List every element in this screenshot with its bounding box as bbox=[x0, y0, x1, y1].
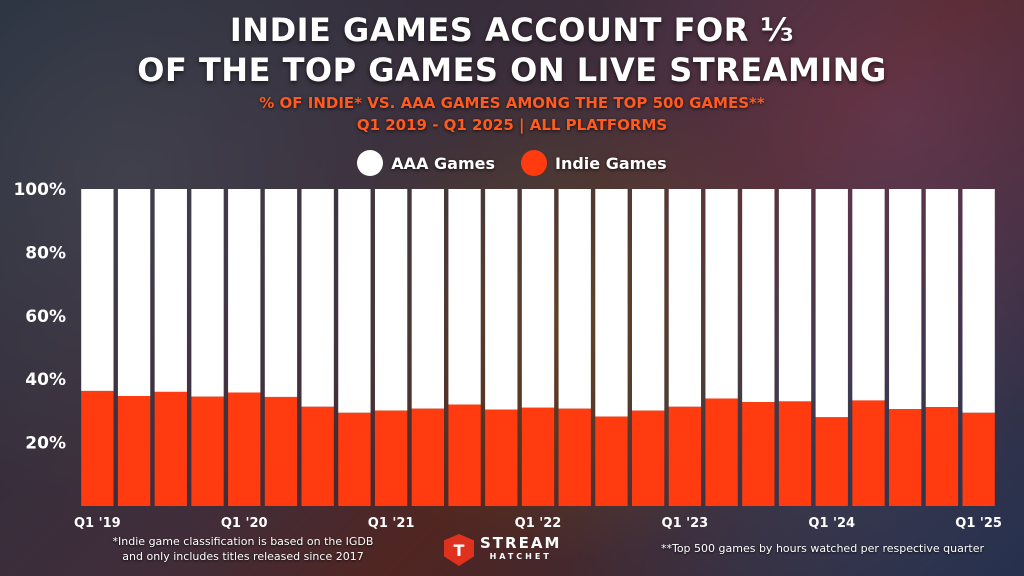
bar-indie-13 bbox=[558, 408, 591, 506]
bar-indie-22 bbox=[889, 408, 922, 506]
footnote-right: **Top 500 games by hours watched per res… bbox=[660, 542, 984, 555]
x-tick-label-24: Q1 '25 bbox=[955, 516, 1002, 531]
bar-indie-8 bbox=[374, 410, 408, 506]
footnote-left-line-1: *Indie game classification is based on t… bbox=[112, 535, 374, 548]
title-line-2: OF THE TOP GAMES ON LIVE STREAMING bbox=[137, 51, 887, 89]
bar-indie-0 bbox=[81, 390, 114, 506]
bar-aaa-4 bbox=[228, 189, 261, 393]
bar-aaa-9 bbox=[411, 189, 444, 409]
bar-indie-18 bbox=[742, 402, 775, 506]
legend-item-aaa: AAA Games bbox=[357, 150, 495, 176]
y-tick-label-1: 40% bbox=[25, 370, 66, 390]
x-tick-label-4: Q1 '20 bbox=[221, 516, 268, 531]
bar-aaa-6 bbox=[301, 189, 334, 407]
footnote-left-line-2: and only includes titles released since … bbox=[122, 550, 364, 563]
bar-aaa-16 bbox=[668, 189, 702, 407]
subtitle-line-2: Q1 2019 - Q1 2025 | ALL PLATFORMS bbox=[356, 116, 668, 134]
bar-indie-11 bbox=[485, 409, 518, 506]
legend-item-indie: Indie Games bbox=[521, 150, 667, 176]
bar-indie-14 bbox=[595, 416, 628, 506]
bar-indie-4 bbox=[228, 392, 261, 506]
legend-swatch-aaa bbox=[357, 150, 384, 176]
bar-indie-6 bbox=[301, 406, 334, 506]
chart-title: INDIE GAMES ACCOUNT FOR ⅓ OF THE TOP GAM… bbox=[0, 10, 1024, 90]
bar-indie-23 bbox=[925, 407, 959, 506]
bar-aaa-21 bbox=[852, 189, 885, 401]
y-tick-label-0: 20% bbox=[25, 434, 66, 454]
logo-text: STREAM HATCHET bbox=[480, 536, 561, 564]
bar-indie-17 bbox=[705, 398, 738, 506]
bar-indie-9 bbox=[411, 408, 444, 506]
bar-aaa-24 bbox=[962, 189, 995, 413]
bar-aaa-1 bbox=[117, 189, 151, 397]
subtitle-line-1: % OF INDIE* VS. AAA GAMES AMONG THE TOP … bbox=[259, 94, 765, 112]
bar-aaa-7 bbox=[338, 189, 371, 413]
legend-label-aaa: AAA Games bbox=[391, 153, 495, 173]
legend: AAA Games Indie Games bbox=[0, 150, 1024, 176]
x-tick-label-0: Q1 '19 bbox=[74, 516, 121, 531]
x-tick-label-16: Q1 '23 bbox=[662, 516, 709, 531]
bar-aaa-15 bbox=[632, 189, 665, 411]
bar-indie-2 bbox=[154, 391, 187, 506]
bar-indie-10 bbox=[448, 404, 481, 506]
bar-aaa-12 bbox=[521, 189, 555, 408]
y-tick-label-2: 60% bbox=[25, 307, 66, 327]
logo-badge-letter: T bbox=[453, 540, 465, 560]
stream-hatchet-logo: T STREAM HATCHET bbox=[444, 534, 561, 566]
x-tick-label-20: Q1 '24 bbox=[808, 516, 855, 531]
x-tick-label-8: Q1 '21 bbox=[368, 516, 415, 531]
bar-aaa-18 bbox=[742, 189, 775, 403]
y-tick-label-4: 100% bbox=[13, 180, 66, 200]
bar-aaa-20 bbox=[815, 189, 848, 418]
logo-text-sub: HATCHET bbox=[489, 552, 552, 561]
bar-aaa-5 bbox=[264, 189, 298, 397]
logo-text-main: STREAM bbox=[480, 534, 562, 552]
hatchet-logo-icon: T bbox=[444, 534, 474, 566]
bar-aaa-10 bbox=[448, 189, 481, 405]
bar-aaa-19 bbox=[778, 189, 812, 402]
bar-aaa-22 bbox=[889, 189, 922, 409]
bar-aaa-0 bbox=[81, 189, 114, 391]
bar-indie-7 bbox=[338, 412, 371, 506]
footnote-left: *Indie game classification is based on t… bbox=[98, 534, 388, 564]
bar-aaa-14 bbox=[595, 189, 628, 417]
bar-indie-24 bbox=[962, 412, 995, 506]
bar-indie-1 bbox=[117, 396, 151, 506]
bar-indie-12 bbox=[521, 407, 555, 506]
y-tick-label-3: 80% bbox=[25, 243, 66, 263]
bar-indie-20 bbox=[815, 417, 848, 506]
chart-subtitle: % OF INDIE* VS. AAA GAMES AMONG THE TOP … bbox=[0, 92, 1024, 136]
bar-indie-15 bbox=[632, 410, 665, 506]
bar-aaa-13 bbox=[558, 189, 591, 409]
bar-aaa-11 bbox=[485, 189, 518, 410]
bar-aaa-17 bbox=[705, 189, 738, 399]
bar-indie-5 bbox=[264, 396, 298, 506]
title-line-1: INDIE GAMES ACCOUNT FOR ⅓ bbox=[229, 11, 795, 49]
bar-indie-21 bbox=[852, 400, 885, 506]
bar-aaa-8 bbox=[374, 189, 408, 411]
legend-label-indie: Indie Games bbox=[555, 153, 667, 173]
legend-swatch-indie bbox=[521, 150, 547, 176]
bar-indie-3 bbox=[191, 396, 224, 506]
x-tick-label-12: Q1 '22 bbox=[515, 516, 562, 531]
bar-aaa-23 bbox=[925, 189, 959, 408]
bar-indie-16 bbox=[668, 406, 702, 506]
bar-indie-19 bbox=[778, 401, 812, 506]
bar-aaa-2 bbox=[154, 189, 187, 392]
bar-aaa-3 bbox=[191, 189, 224, 397]
